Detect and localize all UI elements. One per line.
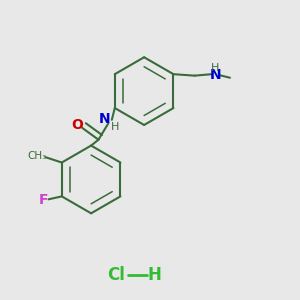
Text: Cl: Cl (107, 266, 125, 284)
Text: O: O (71, 118, 83, 132)
Text: N: N (99, 112, 110, 126)
Text: H: H (211, 63, 219, 73)
Text: N: N (209, 68, 221, 82)
Text: CH₃: CH₃ (27, 151, 46, 161)
Text: H: H (148, 266, 161, 284)
Text: F: F (39, 193, 49, 207)
Text: H: H (111, 122, 119, 132)
